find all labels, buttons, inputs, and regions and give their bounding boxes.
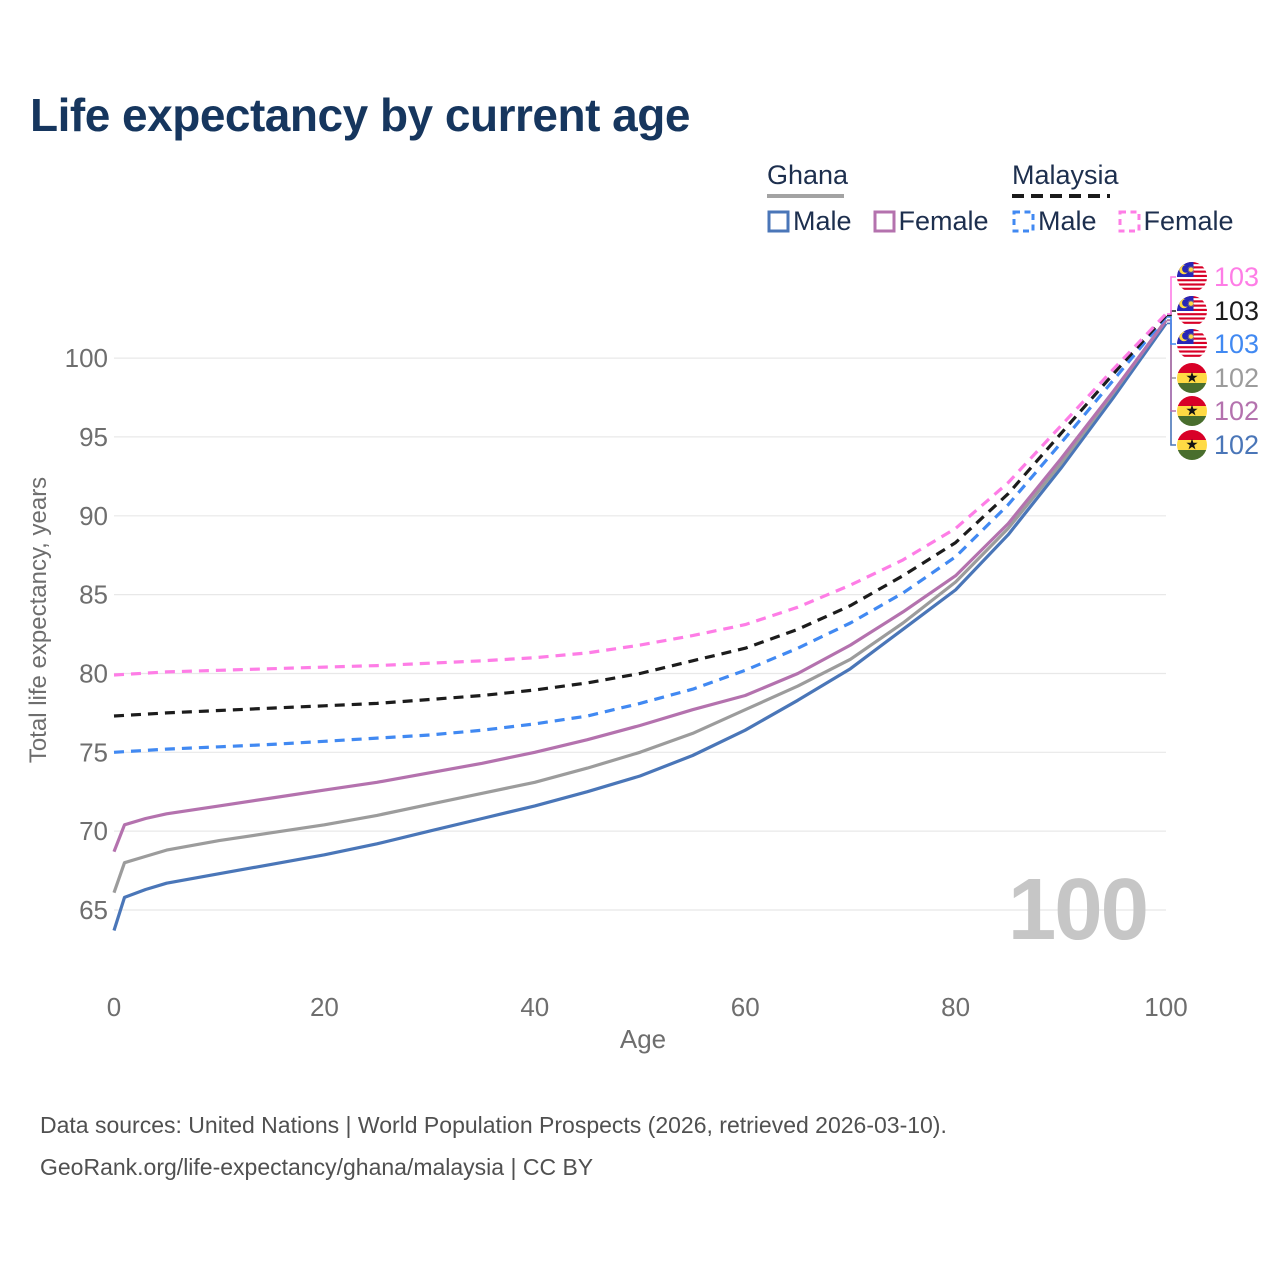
leader-line (1167, 276, 1176, 315)
y-tick-label: 75 (79, 737, 108, 767)
legend-country-ghana: Ghana (767, 160, 849, 190)
y-tick-label: 70 (79, 816, 108, 846)
legend-items-malaysia: Male Female (1012, 206, 1234, 237)
legend-country-malaysia: Malaysia (1012, 160, 1119, 190)
legend-item-ghana-male[interactable]: Male (767, 206, 852, 237)
y-tick-label: 100 (65, 343, 108, 373)
series-line-ghana-both-sexes (112, 318, 1168, 894)
ghana-female-checkbox-icon[interactable] (873, 210, 896, 233)
malaysia-dashed-line-icon (1012, 194, 1110, 198)
legend-group-ghana: Ghana Male Female (767, 160, 989, 237)
legend-group-malaysia: Malaysia Male Female (1012, 160, 1234, 237)
series-line-malaysia-both-sexes (113, 314, 1168, 718)
series-line-malaysia-female (113, 312, 1168, 677)
legend-items-ghana: Male Female (767, 206, 989, 237)
x-tick-label: 60 (731, 992, 760, 1022)
x-tick-label: 80 (941, 992, 970, 1022)
gridlines (114, 357, 1166, 911)
series-line-ghana-female (112, 319, 1168, 853)
footer-data-sources: Data sources: United Nations | World Pop… (40, 1112, 947, 1138)
y-tick-label: 80 (79, 659, 108, 689)
x-tick-label: 100 (1144, 992, 1187, 1022)
footer: Data sources: United Nations | World Pop… (40, 1104, 947, 1188)
legend-item-ghana-female[interactable]: Female (873, 206, 989, 237)
series-line-malaysia-male (113, 315, 1168, 754)
series-line-ghana-male (112, 322, 1168, 931)
legend-label-malaysia-female[interactable]: Female (1143, 206, 1234, 236)
legend-label-malaysia-male[interactable]: Male (1038, 206, 1097, 236)
x-tick-label: 0 (107, 992, 121, 1022)
y-tick-label: 90 (79, 501, 108, 531)
malaysia-female-checkbox-icon[interactable] (1118, 210, 1141, 233)
series-lines (112, 312, 1168, 931)
watermark: 100 (1007, 861, 1149, 958)
legend-item-malaysia-male[interactable]: Male (1012, 206, 1097, 237)
y-axis-title: Total life expectancy, years (25, 477, 52, 763)
y-tick-label: 85 (79, 580, 108, 610)
x-axis-title: Age (620, 1024, 666, 1054)
legend-label-ghana-male[interactable]: Male (793, 206, 852, 236)
footer-attribution: GeoRank.org/life-expectancy/ghana/malays… (40, 1154, 594, 1180)
leader-line (1167, 316, 1176, 345)
x-tick-label: 40 (520, 992, 549, 1022)
chart-title: Life expectancy by current age (30, 89, 690, 141)
x-tick-label: 20 (310, 992, 339, 1022)
ghana-solid-line-icon (767, 194, 844, 198)
legend-label-ghana-female[interactable]: Female (898, 206, 989, 236)
leader-line (1167, 319, 1176, 412)
y-tick-label: 65 (79, 895, 108, 925)
y-tick-label: 95 (79, 422, 108, 452)
axis-ticks: 65 70 75 80 85 90 95 100 0 20 40 60 80 100 Age Total li… (25, 343, 1188, 1054)
ghana-male-checkbox-icon[interactable] (767, 210, 790, 233)
malaysia-male-checkbox-icon[interactable] (1012, 210, 1035, 233)
legend-item-malaysia-female[interactable]: Female (1118, 206, 1234, 237)
end-label-leaders (1167, 276, 1176, 446)
